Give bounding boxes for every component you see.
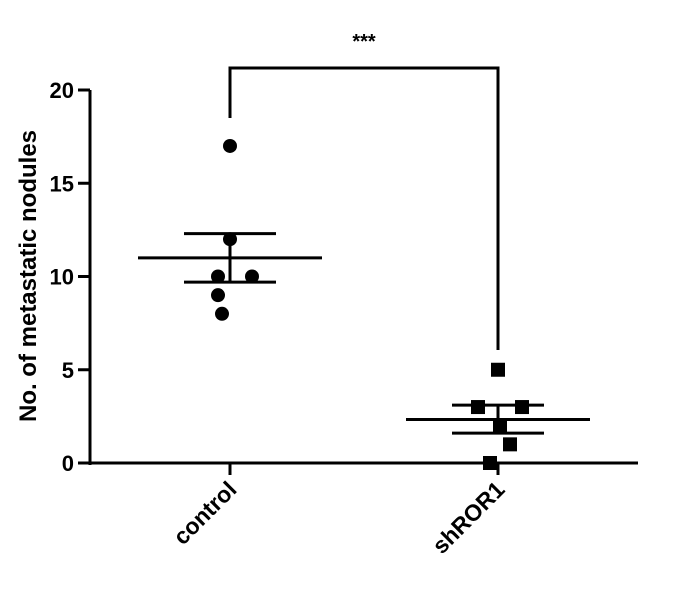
significance-label: *** [352,31,376,53]
x-axis-ticks: control shROR1 [168,463,510,559]
data-point-control [215,306,229,321]
data-points [211,138,529,470]
y-axis-title: No. of metastatic nodules [15,130,42,422]
y-tick-label: 5 [62,358,74,383]
y-tick-label: 15 [50,171,74,196]
data-point-control [223,232,237,247]
data-point-control [211,288,225,303]
data-point-control [211,269,225,284]
bracket-line [228,66,500,350]
data-point-shROR1 [483,456,497,470]
data-point-shROR1 [491,362,505,377]
data-point-shROR1 [493,418,507,433]
y-tick-label: 0 [62,451,74,476]
y-tick-label: 20 [50,78,74,103]
x-category-label: control [168,476,242,550]
data-point-control [245,269,259,284]
data-point-control [223,138,237,153]
data-point-shROR1 [471,400,485,415]
data-point-shROR1 [503,437,517,452]
y-axis-ticks: 0 5 10 15 20 [50,78,90,476]
x-category-label: shROR1 [427,476,510,559]
y-tick-label: 10 [50,265,74,290]
significance-bracket: *** [228,31,500,350]
data-point-shROR1 [515,400,529,415]
